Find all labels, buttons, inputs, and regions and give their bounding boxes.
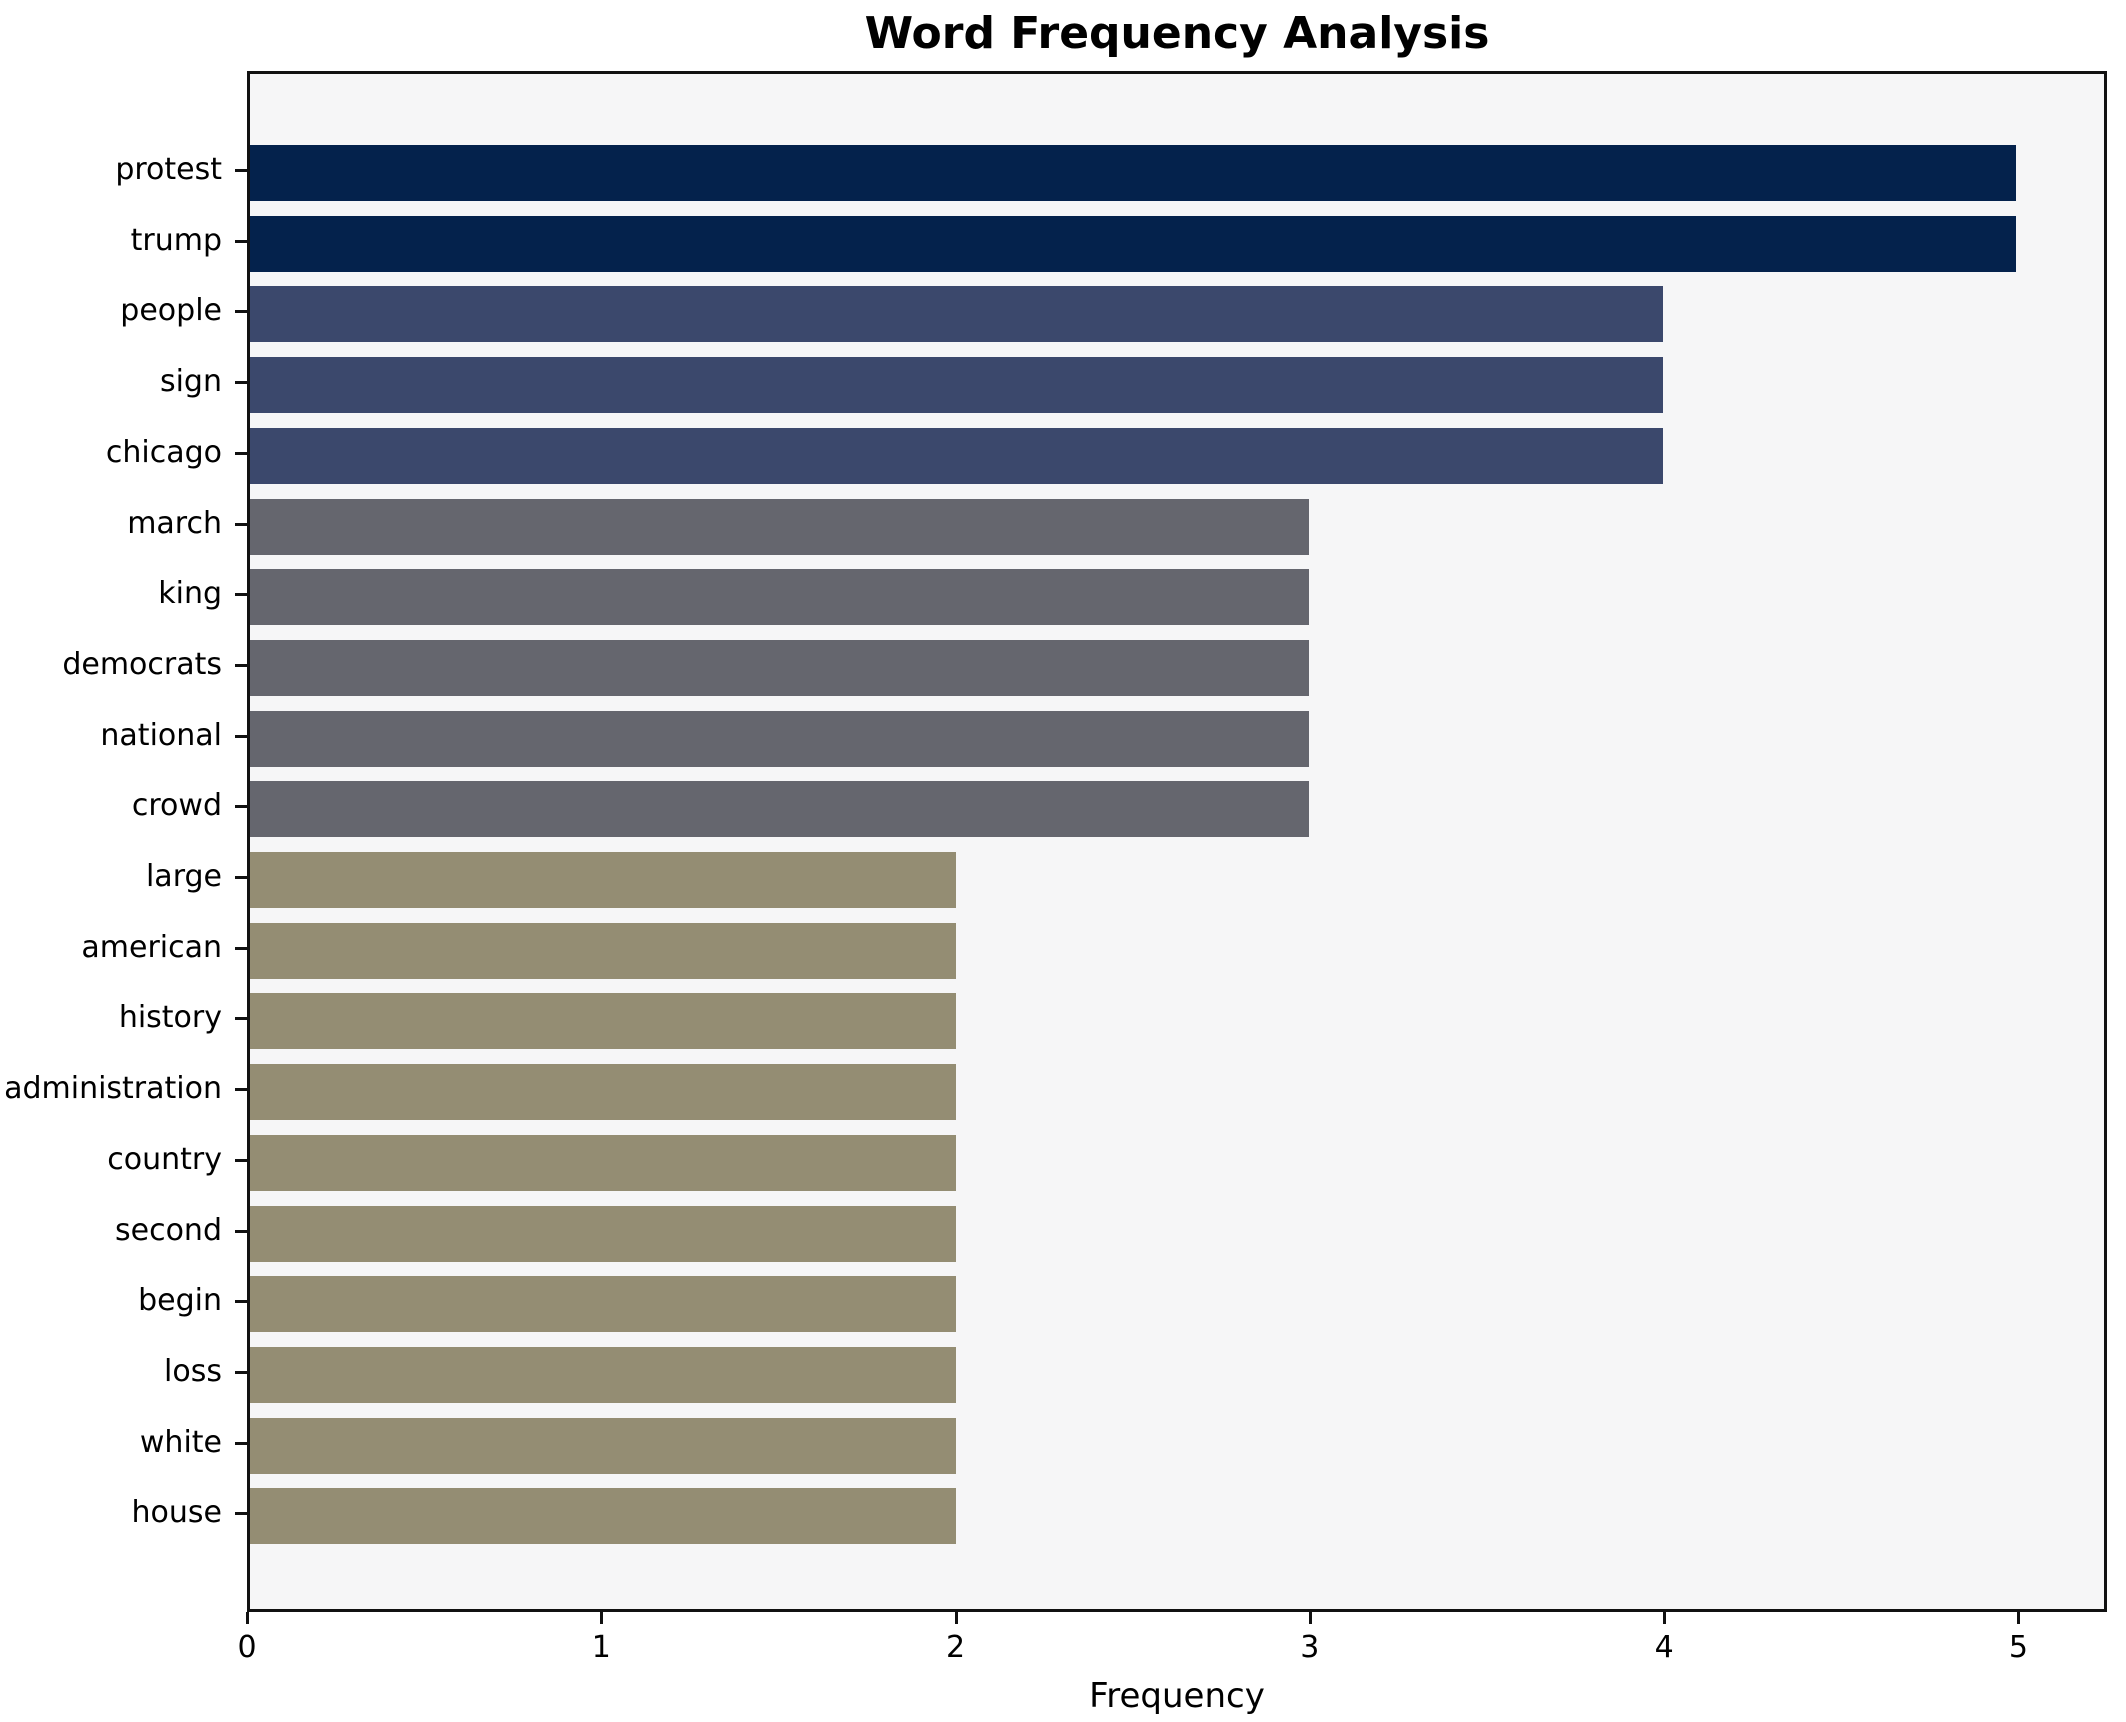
y-tick-label-protest: protest bbox=[115, 152, 222, 187]
bar-administration bbox=[250, 1064, 957, 1121]
bar-american bbox=[250, 922, 957, 979]
x-tick-mark bbox=[246, 1612, 249, 1624]
bar-protest bbox=[250, 145, 2016, 201]
y-tick-label-sign: sign bbox=[159, 364, 222, 400]
y-tick-label-begin: begin bbox=[138, 1283, 222, 1319]
x-tick-label-3: 3 bbox=[1300, 1630, 1320, 1665]
bar-crowd bbox=[250, 781, 1310, 838]
y-tick-mark bbox=[235, 522, 247, 526]
x-tick-label-2: 2 bbox=[946, 1630, 966, 1665]
x-tick-label-1: 1 bbox=[591, 1630, 611, 1665]
y-tick-mark bbox=[235, 1229, 247, 1233]
bar-sign bbox=[250, 357, 1663, 414]
bar-loss bbox=[250, 1346, 957, 1403]
y-tick-mark bbox=[235, 310, 247, 314]
y-tick-label-chicago: chicago bbox=[105, 434, 222, 470]
y-tick-mark bbox=[235, 876, 247, 879]
y-tick-mark bbox=[235, 169, 247, 172]
x-tick-mark bbox=[954, 1612, 958, 1624]
x-tick-label-0: 0 bbox=[237, 1630, 257, 1665]
plot-area bbox=[247, 71, 2107, 1612]
y-tick-mark bbox=[235, 1300, 247, 1304]
y-tick-mark bbox=[235, 381, 247, 385]
x-tick-mark bbox=[1663, 1612, 1667, 1624]
y-tick-mark bbox=[235, 1441, 247, 1445]
y-tick-mark bbox=[235, 593, 247, 597]
y-tick-label-national: national bbox=[100, 717, 222, 753]
y-tick-mark bbox=[235, 734, 247, 738]
y-tick-label-administration: administration bbox=[4, 1071, 222, 1107]
bar-second bbox=[250, 1205, 957, 1262]
bar-trump bbox=[250, 215, 2016, 272]
chart-title: Word Frequency Analysis bbox=[864, 8, 1490, 59]
bar-democrats bbox=[250, 639, 1310, 696]
bar-history bbox=[250, 993, 957, 1050]
bar-national bbox=[250, 710, 1310, 767]
y-tick-label-people: people bbox=[120, 293, 222, 329]
bar-chicago bbox=[250, 427, 1663, 484]
y-tick-label-democrats: democrats bbox=[62, 646, 222, 682]
bar-king bbox=[250, 569, 1310, 626]
bar-begin bbox=[250, 1276, 957, 1333]
y-tick-mark bbox=[235, 1370, 247, 1374]
x-tick-label-4: 4 bbox=[1654, 1630, 1674, 1665]
y-tick-label-large: large bbox=[145, 859, 222, 894]
y-tick-mark bbox=[235, 1158, 247, 1162]
y-tick-mark bbox=[235, 663, 247, 667]
y-tick-mark bbox=[235, 805, 247, 809]
y-tick-mark bbox=[235, 1512, 247, 1516]
x-axis-label: Frequency bbox=[1089, 1676, 1265, 1716]
y-tick-mark bbox=[235, 946, 247, 950]
x-tick-label-5: 5 bbox=[2008, 1630, 2028, 1665]
bar-large bbox=[250, 852, 957, 908]
y-tick-mark bbox=[235, 1088, 247, 1092]
bar-white bbox=[250, 1417, 957, 1474]
y-tick-label-trump: trump bbox=[130, 222, 222, 258]
y-tick-mark bbox=[235, 1017, 247, 1021]
y-tick-label-house: house bbox=[131, 1495, 222, 1531]
bar-people bbox=[250, 286, 1663, 343]
y-tick-label-king: king bbox=[158, 576, 222, 612]
x-tick-mark bbox=[2017, 1612, 2021, 1624]
y-tick-mark bbox=[235, 239, 247, 243]
bar-march bbox=[250, 498, 1310, 555]
y-tick-label-crowd: crowd bbox=[131, 788, 222, 824]
y-tick-label-history: history bbox=[118, 1000, 222, 1036]
bar-country bbox=[250, 1134, 957, 1191]
y-tick-mark bbox=[235, 451, 247, 455]
x-tick-mark bbox=[600, 1612, 604, 1624]
bar-house bbox=[250, 1488, 957, 1545]
y-tick-label-american: american bbox=[81, 929, 222, 965]
y-tick-label-country: country bbox=[107, 1141, 222, 1177]
y-tick-label-white: white bbox=[139, 1424, 222, 1460]
y-tick-label-march: march bbox=[127, 505, 222, 541]
y-tick-label-loss: loss bbox=[164, 1353, 222, 1389]
x-tick-mark bbox=[1308, 1612, 1312, 1624]
y-tick-label-second: second bbox=[115, 1212, 222, 1248]
